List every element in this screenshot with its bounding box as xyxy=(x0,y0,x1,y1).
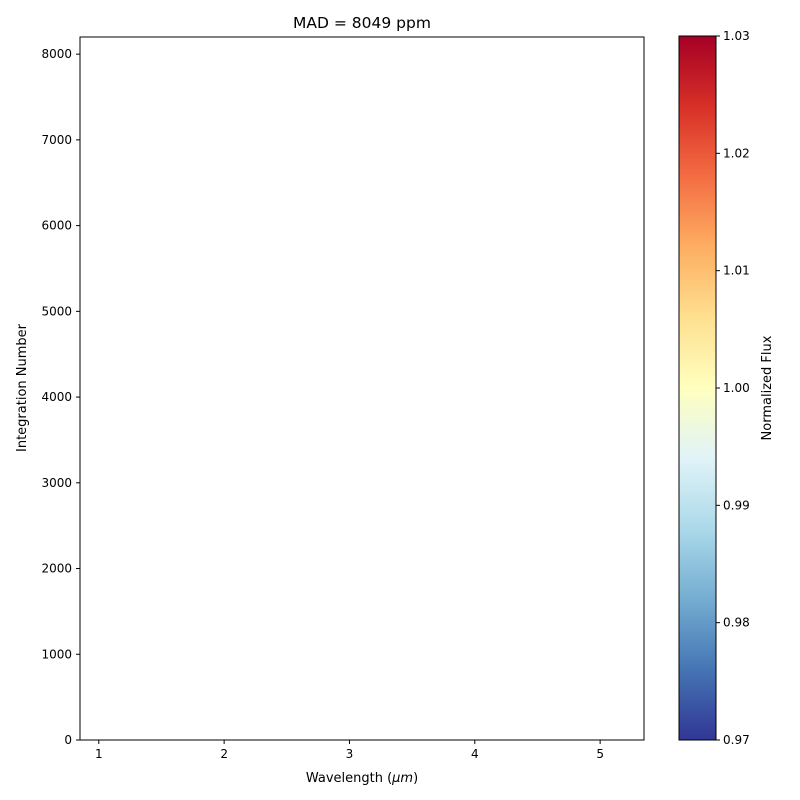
x-tick-label: 2 xyxy=(220,747,228,761)
x-tick-label: 5 xyxy=(596,747,604,761)
colorbar-tick-label: 0.97 xyxy=(723,733,750,747)
colorbar: 0.97 0.98 0.99 1.00 1.01 1.02 1.03 Normalized … xyxy=(678,29,775,747)
colorbar-tick-label: 0.99 xyxy=(723,498,750,512)
colorbar-gradient xyxy=(678,35,717,741)
y-tick-label: 7000 xyxy=(41,133,72,147)
colorbar-tick-label: 0.98 xyxy=(723,616,750,630)
plot-frame xyxy=(79,36,645,741)
y-tick-label: 0 xyxy=(64,733,72,747)
colorbar-label: Normalized Flux xyxy=(760,335,775,440)
chart-title: MAD = 8049 ppm xyxy=(293,14,431,32)
colorbar-tick-label: 1.02 xyxy=(723,146,750,160)
y-tick-label: 6000 xyxy=(41,219,72,233)
y-tick-label: 4000 xyxy=(41,390,72,404)
plot-area: 1 2 3 4 5 0 1000 2000 3000 4000 5000 6000 7000 8000 xyxy=(41,36,645,761)
colorbar-tick-label: 1.03 xyxy=(723,29,750,43)
y-tick-label: 3000 xyxy=(41,476,72,490)
y-axis-label: Integration Number xyxy=(15,323,30,452)
y-tick-label: 8000 xyxy=(41,47,72,61)
x-axis-label-close: ) xyxy=(413,771,418,786)
x-tick-label: 4 xyxy=(471,747,479,761)
x-axis-label-unit: μm xyxy=(391,771,413,786)
y-tick-label: 5000 xyxy=(41,304,72,318)
colorbar-tick-label: 1.00 xyxy=(723,381,750,395)
x-axis-label: Wavelength (μm) xyxy=(306,771,418,786)
y-tick-label: 2000 xyxy=(41,562,72,576)
x-axis-ticks: 1 2 3 4 5 xyxy=(95,740,604,761)
y-tick-label: 1000 xyxy=(41,647,72,661)
x-tick-label: 1 xyxy=(95,747,103,761)
colorbar-ticks: 0.97 0.98 0.99 1.00 1.01 1.02 1.03 xyxy=(716,29,750,747)
colorbar-tick-label: 1.01 xyxy=(723,264,750,278)
y-axis-ticks: 0 1000 2000 3000 4000 5000 6000 7000 8000 xyxy=(41,47,80,747)
x-axis-label-text: Wavelength ( xyxy=(306,771,392,786)
x-tick-label: 3 xyxy=(346,747,354,761)
